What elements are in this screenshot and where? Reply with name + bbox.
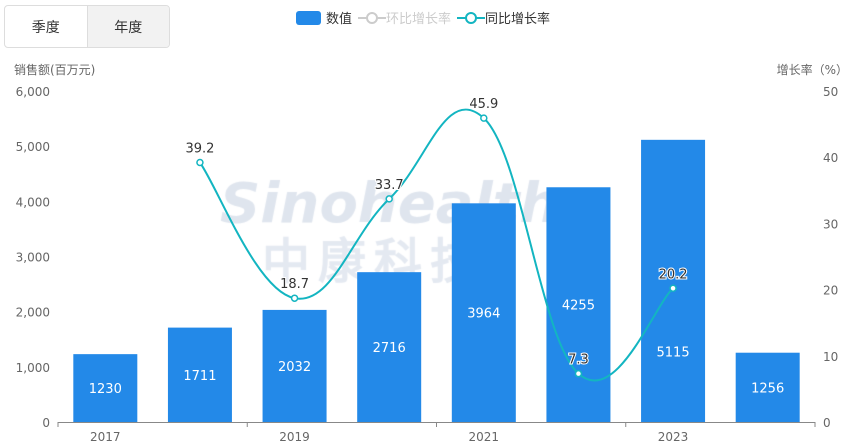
bar: [262, 309, 327, 422]
bar: [357, 272, 422, 422]
legend-item-yoy[interactable]: 同比增长率: [457, 8, 550, 27]
y2-axis-title: 增长率（%）: [777, 62, 848, 77]
yoy-value-label: 7.3: [568, 353, 589, 368]
bar: [451, 203, 516, 422]
y-tick-label: 5,000: [16, 140, 50, 154]
line-circle-icon: [358, 11, 387, 24]
bar-value-label: 2716: [373, 341, 406, 356]
x-tick-label: 2023: [658, 430, 689, 444]
bar: [73, 354, 138, 422]
y2-tick-label: 20: [823, 284, 838, 298]
y-tick-label: 2,000: [16, 306, 50, 320]
yoy-point: [385, 195, 393, 203]
yoy-value-label: 33.7: [375, 178, 404, 193]
bar-value-label: 1256: [751, 381, 784, 396]
bar: [167, 327, 232, 422]
bar-value-label: 1230: [89, 382, 122, 397]
y-tick-label: 3,000: [16, 251, 50, 265]
legend-label: 数值: [326, 12, 353, 27]
y2-tick-label: 50: [823, 85, 838, 99]
yoy-value-label: 20.2: [659, 267, 688, 282]
x-tick-label: 2017: [90, 430, 121, 444]
yoy-point: [669, 284, 677, 293]
y2-tick-label: 10: [823, 350, 838, 364]
y-tick-label: 4,000: [16, 195, 50, 209]
yoy-value-label: 45.9: [469, 97, 498, 112]
y-tick-label: 6,000: [16, 85, 50, 99]
x-tick-label: 2021: [469, 430, 500, 444]
legend-label: 同比增长率: [485, 12, 551, 27]
yoy-point: [480, 114, 488, 122]
legend: 数值 环比增长率 同比增长率: [296, 8, 556, 27]
bar-value-label: 3964: [467, 307, 500, 322]
x-tick-label: 2019: [279, 430, 310, 444]
y-tick-label: 0: [42, 416, 50, 430]
bar: [546, 187, 611, 422]
toggle-year[interactable]: 年度: [86, 6, 169, 47]
bar-value-label: 5115: [657, 345, 690, 360]
y2-tick-label: 0: [823, 416, 831, 430]
line-circle-icon: [457, 11, 486, 24]
y-tick-label: 1,000: [16, 361, 50, 375]
yoy-point: [196, 158, 204, 167]
legend-label: 环比增长率: [386, 12, 452, 27]
yoy-point: [574, 369, 583, 378]
toggle-quarter[interactable]: 季度: [31, 19, 60, 36]
y2-tick-label: 40: [823, 151, 838, 165]
yoy-line: [199, 108, 674, 382]
yoy-point: [290, 294, 299, 302]
legend-item-mom[interactable]: 环比增长率: [358, 8, 451, 27]
bar-value-label: 2032: [278, 360, 311, 375]
y-axis-title: 销售额(百万元): [14, 62, 95, 77]
y2-tick-label: 30: [823, 217, 838, 231]
yoy-value-label: 18.7: [280, 277, 309, 292]
bar-value-label: 4255: [562, 299, 595, 314]
period-toggle: 季度 年度: [4, 5, 170, 48]
legend-item-value[interactable]: 数值: [296, 8, 352, 27]
yoy-value-label: 39.2: [185, 141, 214, 156]
bar: [735, 352, 800, 422]
bar-swatch-icon: [296, 10, 321, 25]
bar-value-label: 1711: [183, 369, 216, 384]
bar: [641, 139, 706, 422]
